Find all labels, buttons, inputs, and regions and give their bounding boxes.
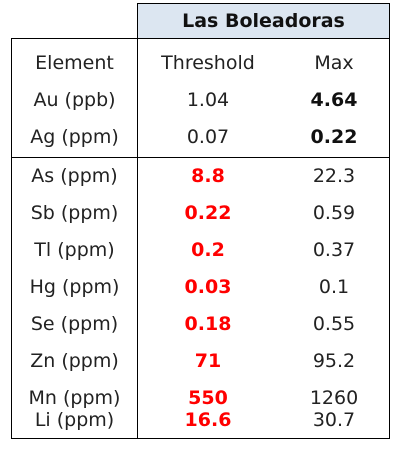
header-row: Element Threshold Max	[12, 45, 389, 82]
table-title: Las Boleadoras	[137, 3, 390, 39]
table-row: Au (ppb) 1.04 4.64	[12, 82, 389, 119]
table-row: Mn (ppm) 550 1260	[12, 380, 389, 417]
element-cell: Li (ppm)	[34, 409, 115, 431]
max-cell: 0.59	[312, 202, 356, 224]
table-row: Sb (ppm) 0.22 0.59	[12, 195, 389, 232]
header-element: Element	[35, 52, 114, 74]
threshold-cell: 0.03	[184, 276, 232, 298]
max-cell: 4.64	[310, 89, 358, 111]
table-row: Tl (ppm) 0.2 0.37	[12, 232, 389, 269]
element-cell: Ag (ppm)	[30, 126, 119, 148]
table-row: Se (ppm) 0.18 0.55	[12, 306, 389, 343]
element-cell: As (ppm)	[31, 165, 118, 187]
table-row: Li (ppm) 16.6 30.7	[12, 402, 389, 439]
threshold-cell: 71	[194, 350, 222, 372]
max-cell: 1260	[309, 387, 359, 409]
table-row: Hg (ppm) 0.03 0.1	[12, 269, 389, 306]
max-cell: 30.7	[312, 409, 356, 431]
threshold-cell: 16.6	[184, 409, 232, 431]
threshold-cell: 0.22	[184, 202, 232, 224]
element-cell: Au (ppb)	[33, 89, 116, 111]
max-cell: 0.37	[312, 239, 356, 261]
max-cell: 0.55	[312, 313, 356, 335]
threshold-cell: 1.04	[186, 89, 230, 111]
threshold-cell: 0.18	[184, 313, 232, 335]
element-cell: Sb (ppm)	[30, 202, 119, 224]
element-cell: Se (ppm)	[30, 313, 119, 335]
table-body: Element Threshold Max Au (ppb) 1.04 4.64…	[11, 38, 390, 439]
table-row: Ag (ppm) 0.07 0.22	[12, 119, 389, 156]
element-cell: Zn (ppm)	[30, 350, 119, 372]
max-cell: 95.2	[312, 350, 356, 372]
header-max: Max	[314, 52, 354, 74]
column-divider	[137, 39, 138, 438]
row-divider	[12, 157, 389, 158]
max-cell: 0.22	[310, 126, 358, 148]
element-cell: Mn (ppm)	[28, 387, 121, 409]
geochem-table: Las Boleadoras Element Threshold Max Au …	[11, 3, 390, 439]
element-cell: Hg (ppm)	[29, 276, 120, 298]
table-row: Zn (ppm) 71 95.2	[12, 343, 389, 380]
element-cell: Tl (ppm)	[34, 239, 115, 261]
header-threshold: Threshold	[161, 52, 255, 74]
max-cell: 22.3	[312, 165, 356, 187]
threshold-cell: 0.2	[191, 239, 225, 261]
max-cell: 0.1	[318, 276, 350, 298]
threshold-cell: 550	[188, 387, 228, 409]
threshold-cell: 8.8	[191, 165, 225, 187]
threshold-cell: 0.07	[186, 126, 230, 148]
table-row: As (ppm) 8.8 22.3	[12, 158, 389, 195]
